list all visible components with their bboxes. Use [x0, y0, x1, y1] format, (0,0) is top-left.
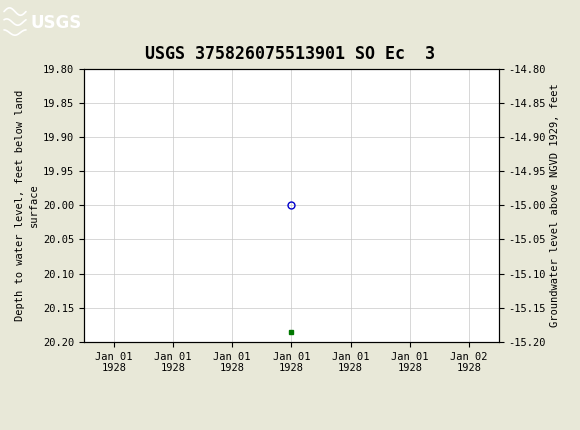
Y-axis label: Depth to water level, feet below land
surface: Depth to water level, feet below land su… — [15, 90, 39, 321]
Text: USGS: USGS — [30, 14, 81, 32]
Text: USGS 375826075513901 SO Ec  3: USGS 375826075513901 SO Ec 3 — [145, 45, 435, 63]
Legend: Period of approved data: Period of approved data — [186, 428, 397, 430]
Y-axis label: Groundwater level above NGVD 1929, feet: Groundwater level above NGVD 1929, feet — [550, 83, 560, 327]
